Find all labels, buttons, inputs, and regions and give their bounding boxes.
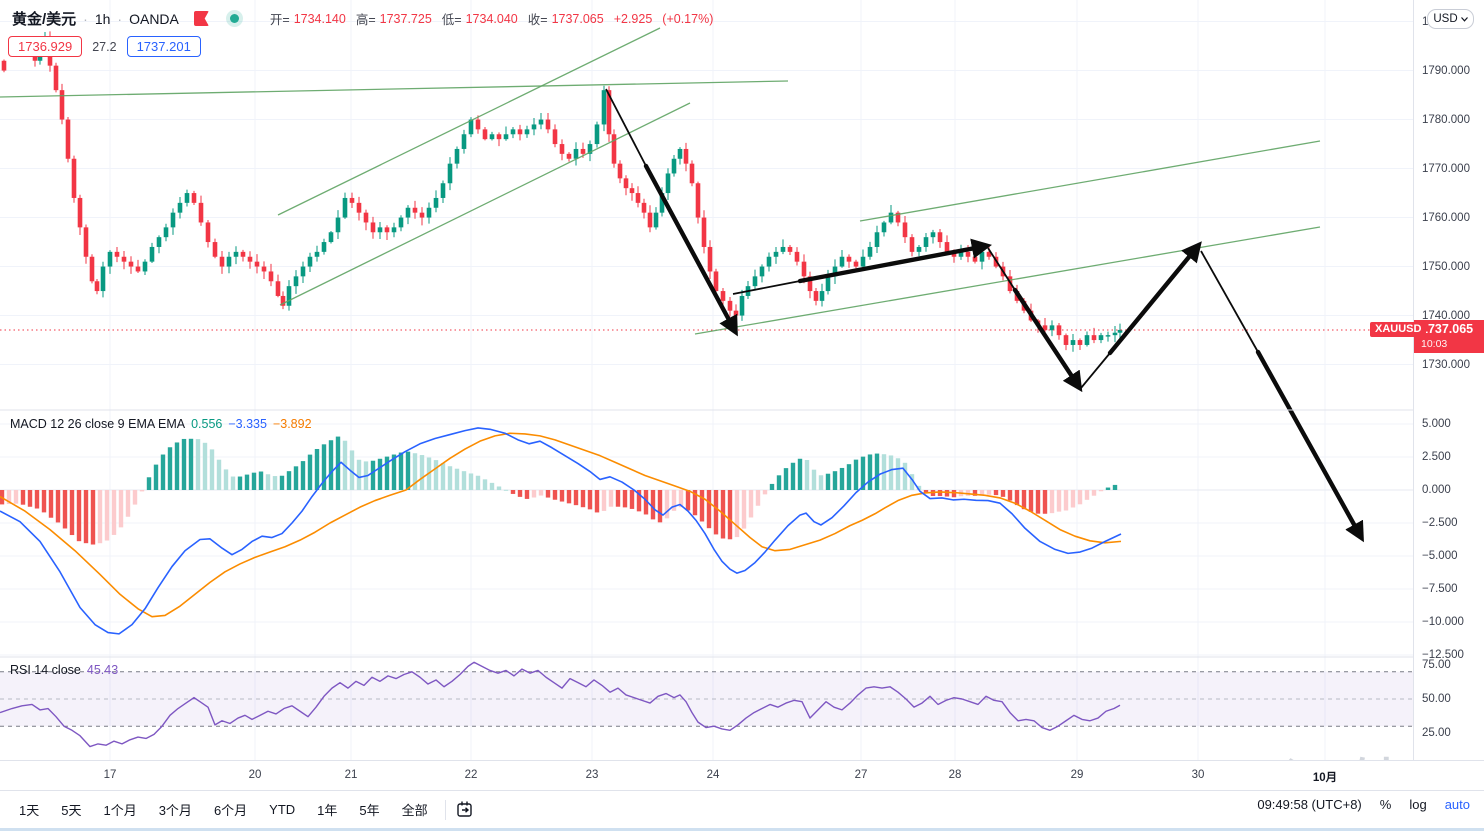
high-label: 高= — [355, 13, 376, 27]
price-tick-label: 1730.000 — [1422, 358, 1470, 371]
auto-scale-button[interactable]: auto — [1444, 797, 1470, 812]
macd-legend: MACD 12 26 close 9 EMA EMA 0.556 −3.335 … — [10, 417, 312, 431]
trend-lines[interactable] — [0, 27, 1321, 335]
rsi-tick-label: 75.00 — [1422, 659, 1451, 671]
macd-line-value: −3.335 — [228, 417, 267, 431]
symbol-header: 黄金/美元 · 1h · OANDA 开= 1734.140 高= 1737.725… — [12, 8, 719, 29]
rsi-tick-label: 25.00 — [1422, 727, 1451, 739]
last-price-tag: 1737.065 10:03 — [1414, 319, 1484, 353]
range-button-5天[interactable]: 5天 — [61, 803, 82, 818]
time-axis-label: 24 — [706, 769, 720, 781]
ask-price-box[interactable]: 1737.201 — [126, 36, 201, 57]
price-tick-label: 1740.000 — [1422, 309, 1470, 322]
currency-label: USD — [1433, 13, 1458, 25]
toolbar-divider — [444, 799, 446, 820]
low-value: 1734.040 — [465, 11, 518, 26]
range-button-5年[interactable]: 5年 — [359, 803, 380, 818]
macd-tick-label: −5.000 — [1422, 550, 1458, 562]
currency-dropdown[interactable]: USD — [1427, 9, 1474, 29]
percent-scale-button[interactable]: % — [1379, 797, 1392, 812]
price-tick-label: 1760.000 — [1422, 211, 1470, 224]
change-percent: (+0.17%) — [662, 11, 714, 26]
price-tick-label: 1770.000 — [1422, 162, 1470, 175]
rsi-tick-label: 50.00 — [1422, 693, 1451, 705]
macd-tick-label: 0.000 — [1422, 484, 1451, 496]
macd-tick-label: −7.500 — [1422, 583, 1458, 595]
rsi-value: 45.43 — [86, 663, 119, 677]
interval-label[interactable]: 1h — [94, 10, 111, 27]
time-axis-label: 21 — [344, 769, 358, 781]
range-button-6个月[interactable]: 6个月 — [213, 803, 248, 818]
time-axis-label: 28 — [948, 769, 962, 781]
symbol-name[interactable]: 黄金/美元 — [12, 11, 77, 28]
macd-title[interactable]: MACD 12 26 close 9 EMA EMA — [10, 417, 186, 431]
spread-value: 27.2 — [92, 39, 117, 54]
header-separator: · — [117, 10, 123, 27]
clock: 09:49:58 (UTC+8) — [1257, 797, 1362, 812]
quote-row: 1736.929 27.2 1737.201 — [8, 36, 201, 57]
macd-pane — [0, 427, 1122, 635]
time-axis[interactable]: 17 20 21 22 23 24 27 28 29 30 10月 — [0, 760, 1484, 790]
chevron-down-icon — [1460, 16, 1468, 22]
price-tick-label: 1790.000 — [1422, 64, 1470, 77]
log-scale-button[interactable]: log — [1409, 797, 1427, 812]
market-open-dot-icon — [229, 14, 239, 23]
date-range-buttons: 1天 5天 1个月 3个月 6个月 YTD 1年 5年 全部 — [0, 796, 437, 823]
price-tick-label: 1750.000 — [1422, 260, 1470, 273]
range-button-全部[interactable]: 全部 — [401, 803, 428, 818]
range-button-1年[interactable]: 1年 — [317, 803, 338, 818]
change-value: +2.925 — [613, 11, 653, 26]
exchange-label[interactable]: OANDA — [129, 10, 179, 27]
flag-icon[interactable] — [193, 11, 209, 26]
time-axis-label: 29 — [1070, 769, 1084, 781]
bid-price-box[interactable]: 1736.929 — [8, 36, 83, 57]
open-value: 1734.140 — [293, 11, 346, 26]
range-button-1天[interactable]: 1天 — [19, 803, 40, 818]
rsi-legend: RSI 14 close 45.43 — [10, 663, 118, 677]
price-tick-label: 1780.000 — [1422, 113, 1470, 126]
gridlines — [0, 0, 1413, 760]
bottom-toolbar: 1天 5天 1个月 3个月 6个月 YTD 1年 5年 全部 — [0, 790, 1484, 828]
macd-hist-value: 0.556 — [191, 417, 223, 431]
price-axis[interactable]: 1800.0001790.0001780.0001770.0001760.000… — [1413, 0, 1484, 760]
macd-signal-value: −3.892 — [272, 417, 312, 431]
toolbar-right: 09:49:58 (UTC+8) % log auto — [1257, 797, 1470, 812]
window-edge — [0, 828, 1484, 831]
time-axis-label: 27 — [854, 769, 868, 781]
ohlc-readout: 开= 1734.140 高= 1737.725 低= 1734.040 收= 1737.… — [270, 9, 719, 28]
macd-tick-label: −12.500 — [1422, 649, 1464, 661]
last-price-value: 1737.065 — [1421, 321, 1474, 336]
macd-tick-label: −10.000 — [1422, 616, 1464, 628]
close-value: 1737.065 — [551, 11, 604, 26]
rsi-pane — [0, 661, 1413, 748]
bar-countdown: 10:03 — [1421, 337, 1448, 350]
open-label: 开= — [269, 13, 290, 27]
range-button-YTD[interactable]: YTD — [269, 802, 296, 817]
time-axis-label: 10月 — [1312, 772, 1338, 784]
macd-tick-label: −2.500 — [1422, 517, 1458, 529]
close-label: 收= — [527, 13, 548, 27]
rsi-title[interactable]: RSI 14 close — [10, 663, 81, 677]
candles-layer — [1, 31, 1123, 352]
time-axis-label: 30 — [1191, 769, 1205, 781]
range-button-3个月[interactable]: 3个月 — [158, 803, 192, 818]
time-axis-label: 17 — [103, 769, 117, 781]
low-label: 低= — [441, 13, 462, 27]
macd-tick-label: 5.000 — [1422, 418, 1451, 430]
time-axis-label: 22 — [464, 769, 478, 781]
high-value: 1737.725 — [379, 11, 432, 26]
symbol-chip: XAUUSD — [1370, 321, 1427, 337]
annotation-arrows[interactable] — [605, 88, 1364, 543]
macd-tick-label: 2.500 — [1422, 451, 1451, 463]
go-to-date-icon[interactable] — [454, 799, 476, 821]
time-axis-label: 23 — [585, 769, 599, 781]
time-axis-label: 20 — [248, 769, 262, 781]
header-separator: · — [83, 10, 88, 27]
range-button-1个月[interactable]: 1个月 — [103, 803, 137, 818]
